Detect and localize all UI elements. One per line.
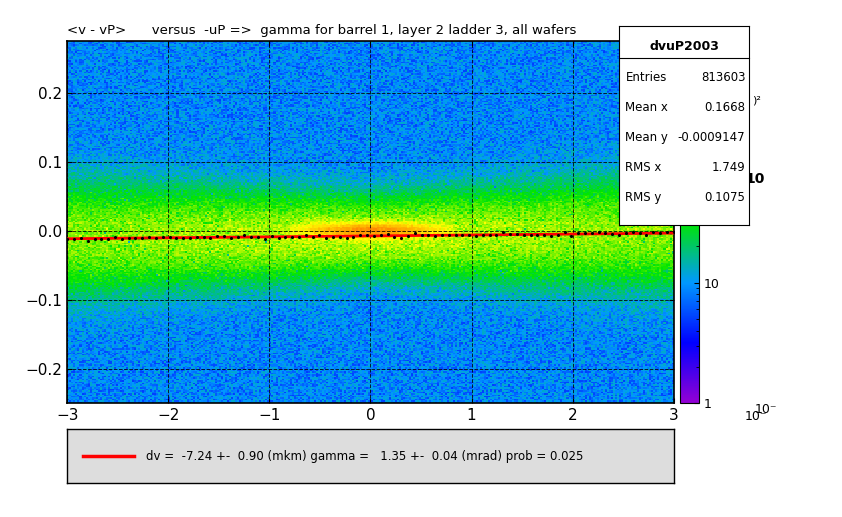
Text: RMS x: RMS x [626, 161, 662, 174]
Text: 1.749: 1.749 [711, 161, 745, 174]
Text: 0.1075: 0.1075 [705, 191, 745, 204]
Text: dv =  -7.24 +-  0.90 (mkm) gamma =   1.35 +-  0.04 (mrad) prob = 0.025: dv = -7.24 +- 0.90 (mkm) gamma = 1.35 +-… [147, 450, 584, 463]
Text: 0.1668: 0.1668 [705, 101, 745, 114]
Text: 813603: 813603 [701, 71, 745, 84]
Text: RMS y: RMS y [626, 191, 662, 204]
Text: -0.0009147: -0.0009147 [678, 131, 745, 144]
Text: )²: )² [752, 96, 761, 105]
Text: Mean y: Mean y [626, 131, 669, 144]
Text: 10⁻: 10⁻ [745, 410, 768, 423]
Text: Entries: Entries [626, 71, 667, 84]
X-axis label: ../P06icFiles/cuProductionMinBias_ReversedFullField.root: ../P06icFiles/cuProductionMinBias_Revers… [147, 429, 594, 443]
Text: Mean x: Mean x [626, 101, 669, 114]
Text: 10⁻: 10⁻ [754, 403, 777, 416]
Text: <v - vP>      versus  -uP =>  gamma for barrel 1, layer 2 ladder 3, all wafers: <v - vP> versus -uP => gamma for barrel … [67, 24, 577, 37]
Text: dvuP2003: dvuP2003 [649, 40, 719, 53]
Text: 10: 10 [745, 172, 765, 186]
